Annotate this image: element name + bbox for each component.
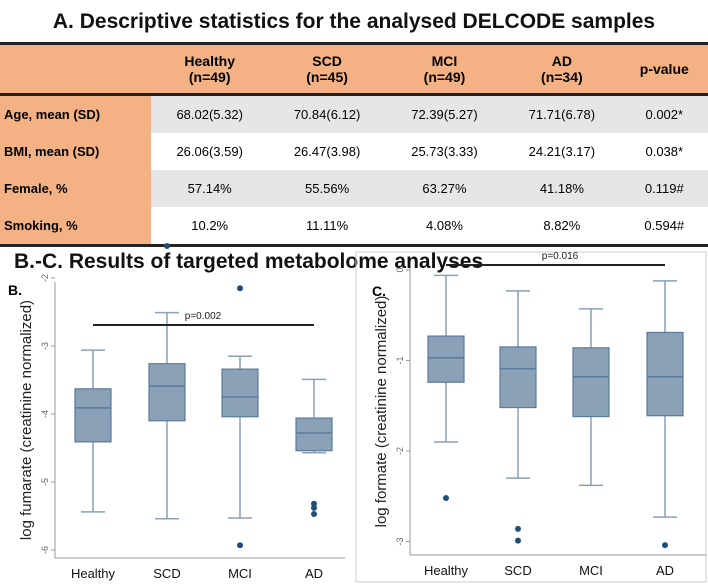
panel-border — [355, 251, 707, 583]
table-row: Female, % 57.14% 55.56% 63.27% 41.18% 0.119# — [0, 170, 708, 207]
y-tick-label: -3 — [40, 342, 50, 350]
descriptive-stats-table: Healthy (n=49) SCD (n=45) MCI (n=49) AD (n=34) p… — [0, 42, 708, 247]
column-header: Healthy (n=49) — [151, 42, 269, 96]
table-cell: 70.84(6.12) — [268, 94, 386, 133]
table-row: BMI, mean (SD) 26.06(3.59) 26.47(3.98) 25.7… — [0, 133, 708, 170]
x-tick-label: MCI — [579, 563, 603, 578]
section-a-title: A. Descriptive statistics for the analys… — [52, 10, 656, 33]
y-tick-label: -5 — [40, 478, 50, 486]
table-cell: 63.27% — [385, 170, 504, 207]
table-cell: 71.71(6.78) — [503, 94, 621, 133]
column-header-line: MCI — [431, 53, 458, 69]
y-axis-label: log formate (creatinine normalized) — [373, 296, 390, 528]
box — [295, 417, 333, 452]
y-tick-label: -4 — [40, 410, 50, 418]
axis — [409, 268, 706, 556]
table-cell: 57.14% — [151, 170, 269, 207]
column-header: MCI (n=49) — [385, 42, 504, 96]
column-header: AD (n=34) — [503, 42, 621, 96]
y-tick-label: -2 — [395, 447, 405, 455]
table-cell: 0.119# — [620, 170, 708, 207]
table-cell: 10.2% — [151, 207, 269, 247]
table-cell: 0.038* — [645, 144, 684, 159]
axis — [54, 282, 345, 559]
y-axis-label: log fumarate (creatinine normalized) — [18, 300, 35, 540]
box — [646, 331, 684, 417]
outlier-point — [515, 525, 521, 532]
x-tick-label: Healthy — [71, 566, 116, 581]
x-tick-label: SCD — [504, 563, 531, 578]
column-header — [0, 42, 151, 96]
panel-label: B. — [8, 282, 22, 298]
box — [74, 388, 112, 443]
table-row: Smoking, % 10.2% 11.11% 4.08% 8.82% 0.594# — [0, 207, 708, 247]
p-value-annotation: p=0.002 — [185, 311, 222, 322]
y-tick-label: -3 — [395, 537, 405, 545]
y-tick-label: 0 — [395, 267, 405, 272]
column-header-line: AD — [551, 53, 572, 69]
x-tick-label: AD — [656, 563, 674, 578]
y-tick-label: -2 — [40, 274, 50, 282]
column-header-line: SCD — [312, 53, 342, 69]
outlier-point — [515, 537, 521, 544]
table-cell: 24.21(3.17) — [528, 144, 596, 159]
outlier-point — [311, 504, 317, 511]
box — [221, 368, 259, 418]
table-cell: 72.39(5.27) — [385, 94, 504, 133]
x-tick-label: SCD — [153, 566, 180, 581]
row-label: Female, % — [0, 170, 151, 207]
column-header-line: (n=49) — [188, 69, 231, 85]
column-header-line: Healthy — [184, 53, 235, 69]
table-cell: 8.82% — [503, 207, 621, 247]
outlier-point — [311, 510, 317, 517]
table-cell: 68.02(5.32) — [151, 94, 269, 133]
table-cell: 26.06(3.59) — [176, 144, 243, 159]
outlier-point — [164, 243, 170, 250]
table-cell: 25.73(3.33) — [411, 144, 478, 159]
column-header: SCD (n=45) — [268, 42, 386, 96]
table-row: Age, mean (SD) 68.02(5.32) 70.84(6.12) 72.3… — [0, 94, 708, 133]
column-header-line: (n=49) — [423, 69, 466, 85]
header-row: Healthy (n=49) SCD (n=45) MCI (n=49) AD (n=34) p… — [0, 42, 708, 96]
table-cell: 55.56% — [268, 170, 386, 207]
panel-label: C. — [372, 283, 386, 299]
column-header-line: (n=34) — [541, 69, 583, 85]
outlier-point — [443, 495, 449, 502]
table-cell: 0.002* — [620, 94, 708, 133]
box — [572, 347, 610, 418]
p-value-annotation: p=0.016 — [542, 251, 579, 262]
outlier-point — [237, 285, 243, 292]
table-cell: 41.18% — [503, 170, 621, 207]
table-cell: 26.47(3.98) — [293, 144, 361, 159]
column-header-line: (n=45) — [306, 69, 348, 85]
table-body: Age, mean (SD) 68.02(5.32) 70.84(6.12) 72.3… — [0, 94, 708, 247]
box — [499, 346, 537, 409]
box — [427, 335, 465, 383]
row-label: Smoking, % — [0, 207, 151, 247]
column-header: p-value — [620, 42, 708, 96]
box — [148, 363, 186, 422]
column-header-line: p-value — [639, 61, 689, 77]
outlier-point — [662, 542, 668, 549]
row-label: Age, mean (SD) — [0, 94, 151, 133]
y-tick-label: -6 — [40, 546, 50, 554]
table-cell: 0.594# — [620, 207, 708, 247]
table-cell: 4.08% — [385, 207, 504, 247]
outlier-point — [237, 542, 243, 549]
x-tick-label: MCI — [228, 566, 252, 581]
table-cell: 11.11% — [268, 207, 386, 247]
x-tick-label: Healthy — [424, 563, 469, 578]
x-tick-label: AD — [305, 566, 323, 581]
y-tick-label: -1 — [395, 356, 405, 364]
section-bc-title: B.-C. Results of targeted metabolome ana… — [14, 250, 484, 273]
row-label: BMI, mean (SD) — [0, 133, 151, 170]
